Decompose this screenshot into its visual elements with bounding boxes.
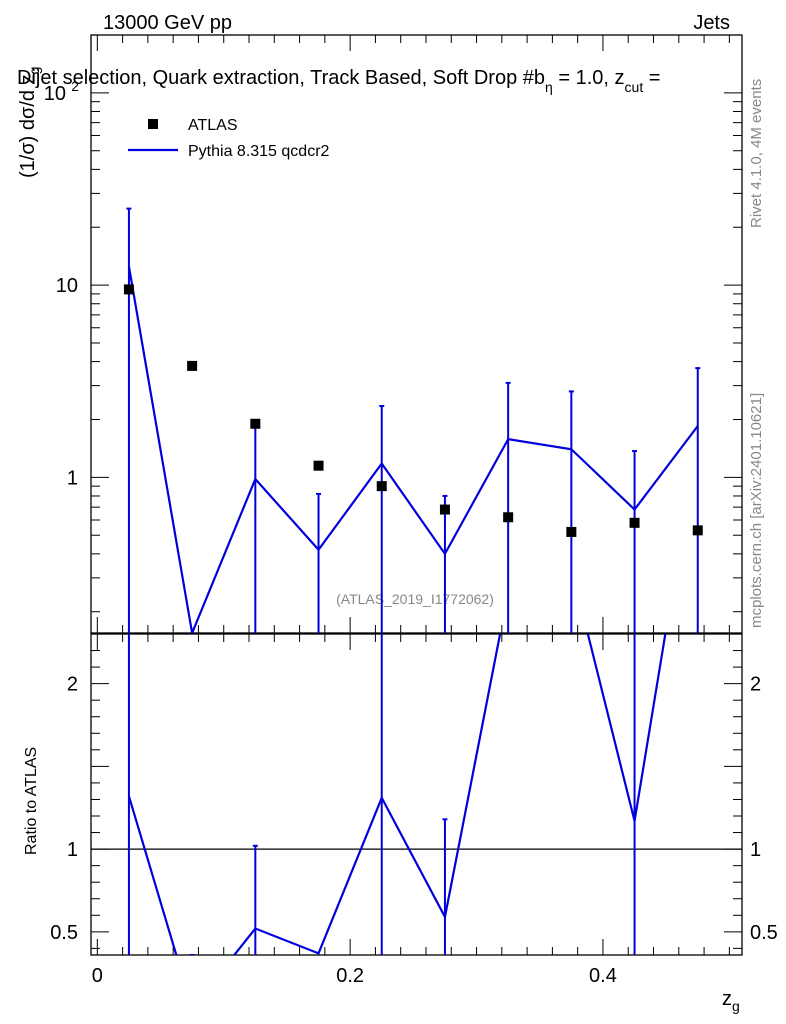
x-tick-label: 0.4 xyxy=(589,965,617,987)
axis-ticks xyxy=(91,34,742,955)
tick-labels: 0 0.2 0.4 1 10 10 2 0.5 0.5 1 1 2 2 xyxy=(44,78,778,987)
ratio-tick-label: 0.5 xyxy=(50,922,78,944)
y-tick-label: 10 xyxy=(44,83,66,105)
ratio-tick-label: 0.5 xyxy=(750,922,778,944)
header-left: 13000 GeV pp xyxy=(103,12,232,34)
legend-marker-atlas xyxy=(148,119,158,129)
mcplots-label: mcplots.cern.ch [arXiv:2401.10621] xyxy=(748,393,765,628)
ratio-series xyxy=(91,634,742,955)
data-point xyxy=(439,504,450,515)
data-point xyxy=(313,460,324,471)
header-right: Jets xyxy=(693,12,730,34)
y-tick-label: 10 xyxy=(56,275,78,297)
y-tick-label-exponent: 2 xyxy=(71,78,79,94)
ratio-tick-label: 1 xyxy=(67,839,78,861)
data-point xyxy=(566,526,577,537)
data-point xyxy=(376,481,387,492)
rivet-version-label: Rivet 4.1.0, 4M events xyxy=(748,79,765,228)
ratio-tick-label: 2 xyxy=(750,674,761,696)
plot-title: Dijet selection, Quark extraction, Track… xyxy=(17,67,660,95)
ratio-line xyxy=(127,634,667,955)
ratio-tick-label: 2 xyxy=(67,674,78,696)
ratio-axis-label: Ratio to ATLAS xyxy=(23,747,40,855)
main-series xyxy=(123,207,703,633)
x-axis-label: zg xyxy=(722,988,740,1014)
ratio-frame xyxy=(90,633,743,956)
legend: ATLAS Pythia 8.315 qcdcr2 xyxy=(128,117,330,160)
y-tick-label: 1 xyxy=(67,467,78,489)
data-point xyxy=(187,360,198,371)
x-tick-label: 0 xyxy=(92,965,103,987)
legend-label-atlas: ATLAS xyxy=(188,117,238,134)
data-point xyxy=(629,517,640,528)
data-point xyxy=(123,284,134,295)
analysis-watermark: (ATLAS_2019_I1772062) xyxy=(336,591,494,607)
ratio-tick-label: 1 xyxy=(750,839,761,861)
data-point xyxy=(250,418,261,429)
y-axis-label: (1/σ) dσ/d zg xyxy=(17,67,42,178)
legend-label-mc: Pythia 8.315 qcdcr2 xyxy=(188,143,330,160)
main-frame xyxy=(90,34,743,634)
data-point xyxy=(692,525,703,536)
x-tick-label: 0.2 xyxy=(336,965,364,987)
mc-line xyxy=(127,266,699,633)
data-point xyxy=(503,512,514,523)
